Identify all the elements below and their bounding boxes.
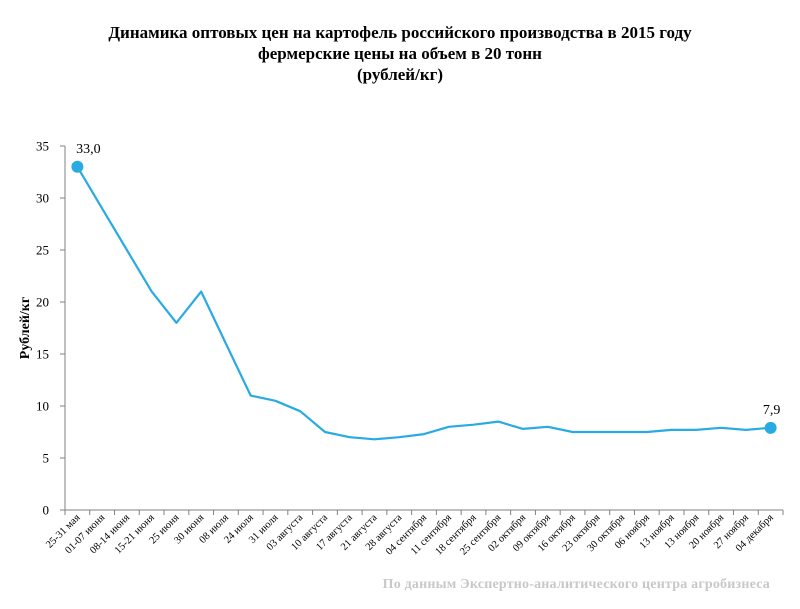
data-point-marker <box>71 160 84 173</box>
data-label: 7,9 <box>763 403 781 418</box>
y-tick-label: 0 <box>43 503 50 518</box>
y-tick-label: 20 <box>36 295 49 310</box>
chart-title-line-2: фермерские цены на объем в 20 тонн <box>258 44 542 63</box>
chart-title-line-1: Динамика оптовых цен на картофель россий… <box>108 23 692 42</box>
y-tick-label: 10 <box>36 399 49 414</box>
data-label: 33,0 <box>76 142 101 157</box>
data-point-marker <box>764 421 777 434</box>
series-line <box>76 166 771 441</box>
chart-title: Динамика оптовых цен на картофель россий… <box>0 22 800 85</box>
series-group <box>71 160 777 441</box>
source-note: По данным Экспертно-аналитического центр… <box>382 577 770 592</box>
data-labels: 33,0 7,9 <box>76 142 780 418</box>
chart-title-line-3: (рублей/кг) <box>356 65 444 84</box>
y-tick-label: 25 <box>36 243 49 258</box>
y-axis-label: Рублей/кг <box>18 297 33 359</box>
chart-axes <box>64 146 783 511</box>
y-tick-label: 30 <box>36 191 49 206</box>
y-tick-label: 5 <box>43 451 50 466</box>
y-tick-label: 35 <box>36 139 49 154</box>
y-tick-label: 15 <box>36 347 49 362</box>
y-axis-ticks: 0 5 10 15 20 25 30 35 <box>36 139 65 518</box>
